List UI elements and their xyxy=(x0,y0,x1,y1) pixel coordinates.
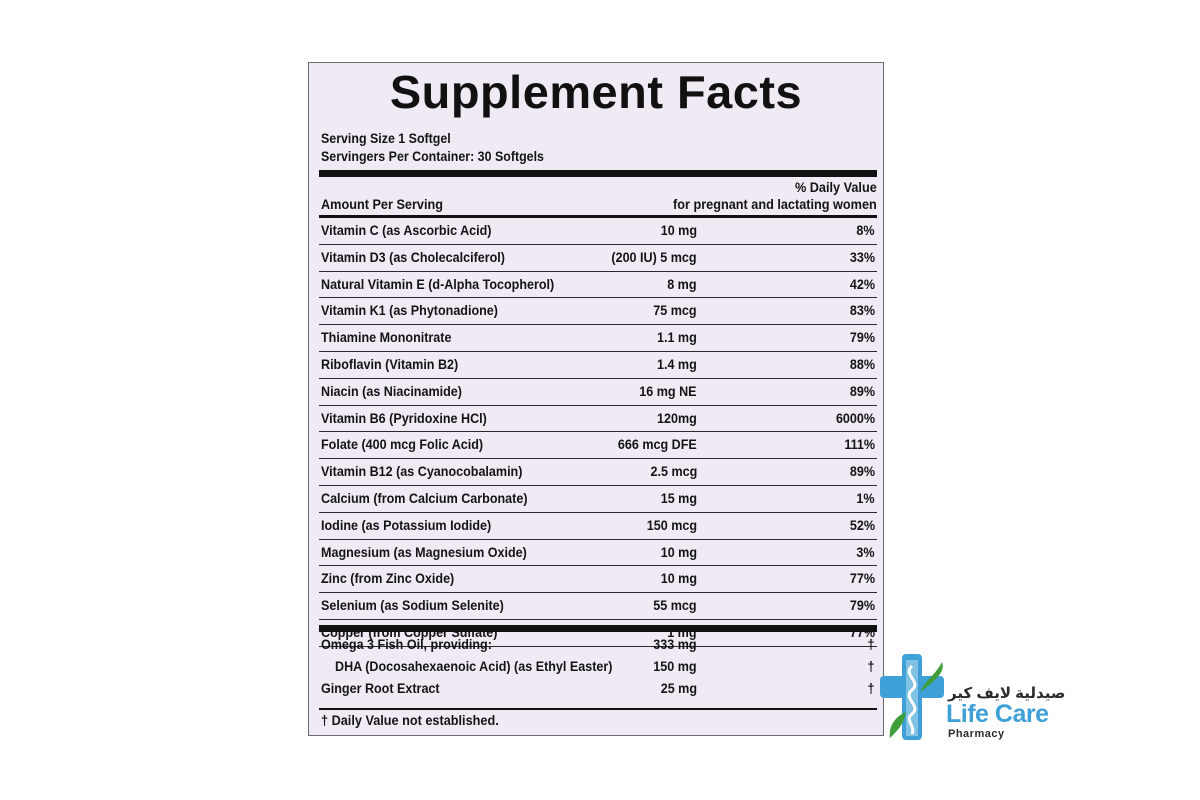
ingredient-daily-value: † xyxy=(868,637,875,652)
nutrient-daily-value: 42% xyxy=(849,276,875,292)
nutrient-amount: 10 mg xyxy=(660,571,697,587)
nutrient-name: Riboflavin (Vitamin B2) xyxy=(321,356,459,372)
nutrient-amount: 666 mcg DFE xyxy=(618,437,697,453)
serving-size: Serving Size 1 Softgel xyxy=(321,131,451,146)
table-row: Vitamin C (as Ascorbic Acid) 10 mg 8% xyxy=(319,218,877,245)
nutrient-daily-value: 89% xyxy=(849,464,875,480)
amount-per-serving-header: Amount Per Serving xyxy=(321,197,443,212)
table-row: Selenium (as Sodium Selenite) 55 mcg 79% xyxy=(319,593,877,620)
life-care-logo: صيدلية لايف كير Life Care Pharmacy xyxy=(876,652,1065,742)
nutrient-daily-value: 33% xyxy=(849,249,875,265)
ingredient-amount: 25 mg xyxy=(660,681,697,696)
nutrient-name: Vitamin D3 (as Cholecalciferol) xyxy=(321,249,505,265)
nutrient-name: Selenium (as Sodium Selenite) xyxy=(321,598,504,614)
nutrient-daily-value: 77% xyxy=(849,571,875,587)
nutrient-name: Zinc (from Zinc Oxide) xyxy=(321,571,455,587)
daily-value-header: % Daily Value for pregnant and lactating… xyxy=(673,179,877,213)
nutrient-name: Vitamin B12 (as Cyanocobalamin) xyxy=(321,464,523,480)
nutrient-amount: 10 mg xyxy=(660,544,697,560)
panel-title: Supplement Facts xyxy=(389,66,803,118)
ingredient-amount: 150 mg xyxy=(653,659,697,674)
ingredient-name: Omega 3 Fish Oil, providing: xyxy=(321,637,492,652)
nutrient-amount: 1.4 mg xyxy=(657,356,697,372)
table-row: Zinc (from Zinc Oxide) 10 mg 77% xyxy=(319,566,877,594)
nutrient-amount: 2.5 mcg xyxy=(650,464,697,480)
ingredient-amount: 333 mg xyxy=(653,637,697,652)
ingredient-row: Omega 3 Fish Oil, providing: 333 mg † xyxy=(319,635,877,657)
nutrient-amount: 75 mcg xyxy=(653,303,697,319)
servings-per-container: Servingers Per Container: 30 Softgels xyxy=(321,149,544,164)
nutrient-name: Vitamin C (as Ascorbic Acid) xyxy=(321,223,492,238)
nutrient-daily-value: 83% xyxy=(849,303,875,319)
nutrient-amount: 15 mg xyxy=(660,490,697,506)
nutrient-name: Niacin (as Niacinamide) xyxy=(321,383,462,399)
daily-value-header-line2: for pregnant and lactating women xyxy=(673,197,877,212)
ingredient-row: DHA (Docosahexaenoic Acid) (as Ethyl Eas… xyxy=(319,657,877,679)
footnote: † Daily Value not established. xyxy=(321,713,499,728)
table-row: Thiamine Mononitrate 1.1 mg 79% xyxy=(319,325,877,352)
nutrient-amount: 120mg xyxy=(657,410,697,426)
table-row: Vitamin B6 (Pyridoxine HCl) 120mg 6000% xyxy=(319,406,877,433)
nutrient-daily-value: 88% xyxy=(849,356,875,372)
other-ingredients: Omega 3 Fish Oil, providing: 333 mg † DHA (… xyxy=(319,635,877,701)
nutrient-amount: 8 mg xyxy=(667,276,697,292)
nutrient-daily-value: 8% xyxy=(856,223,875,238)
table-row: Vitamin D3 (as Cholecalciferol) (200 IU) … xyxy=(319,245,877,272)
table-row: Calcium (from Calcium Carbonate) 15 mg 1% xyxy=(319,486,877,513)
nutrient-name: Calcium (from Calcium Carbonate) xyxy=(321,490,528,506)
nutrient-daily-value: 1% xyxy=(856,490,875,506)
table-row: Vitamin B12 (as Cyanocobalamin) 2.5 mcg 89… xyxy=(319,459,877,486)
nutrient-daily-value: 89% xyxy=(849,383,875,399)
ingredient-daily-value: † xyxy=(868,681,875,696)
nutrient-amount: 150 mcg xyxy=(646,517,697,533)
nutrient-amount: (200 IU) 5 mcg xyxy=(611,249,697,265)
nutrient-daily-value: 79% xyxy=(849,330,875,346)
nutrient-amount: 10 mg xyxy=(660,223,697,238)
thick-divider xyxy=(319,170,877,177)
ingredient-name: Ginger Root Extract xyxy=(321,681,440,696)
daily-value-header-line1: % Daily Value xyxy=(795,180,877,195)
header-divider xyxy=(319,215,877,218)
logo-subtitle: Pharmacy xyxy=(948,728,1005,740)
table-row: Niacin (as Niacinamide) 16 mg NE 89% xyxy=(319,379,877,406)
table-row: Riboflavin (Vitamin B2) 1.4 mg 88% xyxy=(319,352,877,379)
nutrient-daily-value: 6000% xyxy=(835,410,875,426)
nutrient-name: Folate (400 mcg Folic Acid) xyxy=(321,437,484,453)
nutrient-name: Thiamine Mononitrate xyxy=(321,330,452,346)
footnote-divider xyxy=(319,708,877,710)
table-row: Iodine (as Potassium Iodide) 150 mcg 52% xyxy=(319,513,877,540)
thick-divider-2 xyxy=(319,625,877,632)
nutrient-daily-value: 52% xyxy=(849,517,875,533)
ingredient-name: DHA (Docosahexaenoic Acid) (as Ethyl Eas… xyxy=(335,659,613,674)
ingredient-row: Ginger Root Extract 25 mg † xyxy=(319,679,877,701)
nutrient-table: Vitamin C (as Ascorbic Acid) 10 mg 8% Vitam… xyxy=(319,218,877,647)
table-row: Folate (400 mcg Folic Acid) 666 mcg DFE 11… xyxy=(319,432,877,460)
nutrient-amount: 55 mcg xyxy=(653,598,697,614)
nutrient-daily-value: 79% xyxy=(849,598,875,614)
nutrient-daily-value: 111% xyxy=(844,437,875,453)
nutrient-name: Iodine (as Potassium Iodide) xyxy=(321,517,492,533)
table-row: Natural Vitamin E (d-Alpha Tocopherol) 8 … xyxy=(319,272,877,299)
nutrient-daily-value: 3% xyxy=(856,544,875,560)
nutrient-name: Magnesium (as Magnesium Oxide) xyxy=(321,544,527,560)
nutrient-name: Vitamin K1 (as Phytonadione) xyxy=(321,303,498,319)
table-row: Vitamin K1 (as Phytonadione) 75 mcg 83% xyxy=(319,298,877,326)
table-row: Magnesium (as Magnesium Oxide) 10 mg 3% xyxy=(319,540,877,567)
logo-arabic-text: صيدلية لايف كير xyxy=(948,685,1066,702)
ingredient-daily-value: † xyxy=(868,659,875,674)
nutrient-name: Natural Vitamin E (d-Alpha Tocopherol) xyxy=(321,276,555,292)
nutrient-amount: 16 mg NE xyxy=(639,383,697,399)
nutrient-amount: 1.1 mg xyxy=(657,330,697,346)
logo-brand-name: Life Care xyxy=(946,700,1049,728)
pharmacy-cross-logo-icon xyxy=(880,654,944,740)
nutrient-name: Vitamin B6 (Pyridoxine HCl) xyxy=(321,410,487,426)
supplement-facts-panel: Supplement Facts Serving Size 1 Softgel … xyxy=(308,62,884,736)
